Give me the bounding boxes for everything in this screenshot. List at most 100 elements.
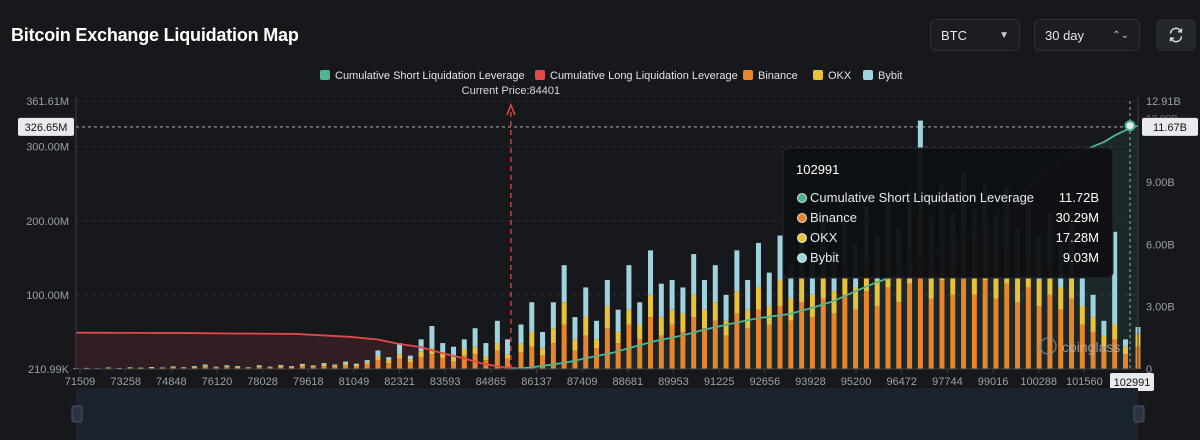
bar-okx	[1047, 265, 1053, 295]
tooltip-row-dot	[797, 213, 807, 223]
bar-binance	[982, 280, 988, 369]
bar-binance	[343, 365, 349, 369]
bar-binance	[518, 352, 524, 369]
bar-okx	[518, 343, 524, 353]
bar-okx	[950, 265, 956, 295]
bar-binance	[583, 335, 589, 369]
bar-okx	[809, 294, 815, 318]
bar-bybit	[418, 339, 424, 352]
bar-binance	[928, 298, 934, 369]
x-tick-label: 101560	[1066, 376, 1103, 388]
bar-binance	[755, 309, 761, 369]
bar-okx	[820, 272, 826, 299]
legend-label: OKX	[828, 70, 852, 82]
bar-bybit	[127, 367, 133, 368]
x-tick-label: 79618	[293, 376, 324, 388]
bar-binance	[375, 360, 381, 369]
bar-bybit	[364, 360, 370, 363]
coin-select[interactable]: BTC ▼	[930, 19, 1020, 51]
bar-okx	[615, 331, 621, 344]
bar-okx	[213, 367, 219, 368]
bar-okx	[224, 366, 230, 368]
bar-binance	[418, 357, 424, 369]
bar-binance	[1079, 324, 1085, 369]
x-tick-label: 92656	[749, 376, 780, 388]
bar-bybit	[224, 365, 230, 367]
bar-binance	[440, 357, 446, 369]
x-tick-label: 84865	[476, 376, 507, 388]
bar-binance	[529, 346, 535, 369]
x-tick-label: 76120	[202, 376, 233, 388]
y-right-tick-label: 0	[1146, 364, 1152, 376]
bar-binance	[907, 283, 913, 369]
bar-binance	[278, 366, 284, 369]
crosshair-x-label: 102991	[1114, 377, 1151, 389]
bar-binance	[1036, 305, 1042, 369]
bar-bybit	[1090, 294, 1096, 318]
bar-binance	[299, 366, 305, 369]
bar-bybit	[755, 242, 761, 288]
bar-bybit	[723, 294, 729, 321]
bar-bybit	[332, 364, 338, 366]
bar-okx	[127, 367, 133, 369]
bar-bybit	[583, 287, 589, 318]
bar-bybit	[116, 367, 122, 369]
bar-bybit	[353, 363, 359, 365]
bar-okx	[202, 365, 208, 367]
bar-binance	[451, 361, 457, 369]
bar-binance	[191, 367, 197, 369]
bar-bybit	[440, 343, 446, 353]
bar-bybit	[572, 317, 578, 340]
bar-binance	[332, 366, 338, 369]
bar-binance	[712, 320, 718, 369]
tooltip-row-label: OKX	[810, 230, 838, 245]
x-tick-label: 81049	[339, 376, 370, 388]
bar-okx	[1036, 280, 1042, 306]
bar-binance	[429, 354, 435, 369]
bar-binance	[1004, 283, 1010, 369]
refresh-button[interactable]	[1156, 19, 1196, 51]
bar-binance	[831, 313, 837, 369]
bar-okx	[550, 328, 556, 344]
x-tick-label: 86137	[521, 376, 552, 388]
bar-okx	[1101, 335, 1107, 347]
bar-binance	[353, 366, 359, 369]
bar-okx	[755, 287, 761, 310]
bar-okx	[386, 360, 392, 364]
legend-label: Bybit	[878, 70, 902, 82]
bar-okx	[529, 331, 535, 347]
bar-bybit	[691, 254, 697, 295]
watermark-text: coinglass	[1062, 339, 1120, 355]
bar-bybit	[472, 328, 478, 347]
bar-binance	[1058, 309, 1064, 369]
bar-okx	[874, 280, 880, 306]
bar-bybit	[299, 363, 305, 366]
range-select[interactable]: 30 day ⌃⌄	[1034, 19, 1140, 51]
bar-binance	[669, 324, 675, 369]
bar-binance	[364, 364, 370, 369]
bar-okx	[691, 294, 697, 318]
bar-binance	[788, 320, 794, 369]
coin-select-value: BTC	[941, 27, 967, 43]
bar-okx	[235, 366, 241, 368]
x-tick-label: 88681	[613, 376, 644, 388]
bar-okx	[353, 364, 359, 367]
bar-bybit	[256, 365, 262, 367]
bar-binance	[680, 331, 686, 369]
bar-binance	[691, 317, 697, 369]
x-tick-label: 82321	[384, 376, 415, 388]
range-slider	[71, 388, 1145, 440]
bar-okx	[604, 305, 610, 329]
bar-okx	[1069, 272, 1075, 299]
bar-okx	[138, 367, 144, 369]
bar-binance	[1069, 298, 1075, 369]
bar-binance	[658, 335, 664, 369]
legend-swatch	[535, 70, 545, 80]
cumulative-short-fill	[510, 125, 1139, 369]
bar-binance	[637, 339, 643, 369]
x-tick-label: 78028	[247, 376, 278, 388]
x-tick-label: 91225	[704, 376, 735, 388]
bar-okx	[766, 305, 772, 325]
bar-bybit	[712, 265, 718, 303]
